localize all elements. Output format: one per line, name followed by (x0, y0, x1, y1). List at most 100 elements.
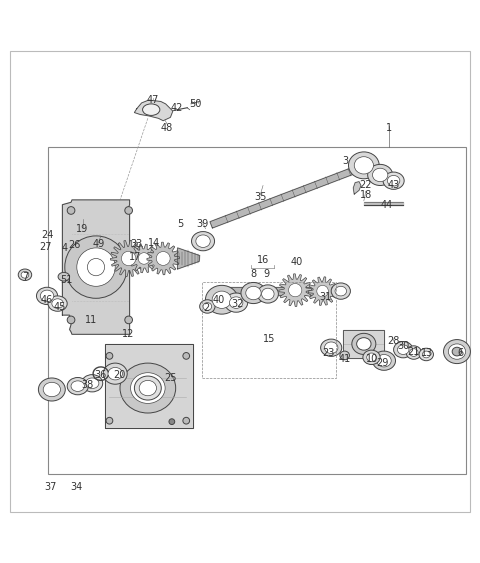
Ellipse shape (372, 168, 388, 182)
Text: 25: 25 (164, 373, 177, 383)
Ellipse shape (40, 290, 54, 302)
Ellipse shape (192, 231, 215, 251)
Polygon shape (214, 287, 346, 295)
Ellipse shape (143, 104, 160, 115)
Circle shape (138, 253, 150, 264)
Text: 49: 49 (92, 239, 105, 249)
Ellipse shape (212, 291, 231, 309)
Text: 30: 30 (397, 341, 409, 351)
Polygon shape (130, 244, 158, 272)
Text: 20: 20 (113, 370, 125, 380)
Text: 17: 17 (129, 252, 142, 262)
Ellipse shape (363, 350, 380, 364)
Ellipse shape (120, 363, 176, 413)
Ellipse shape (394, 342, 413, 358)
Ellipse shape (229, 297, 243, 309)
Ellipse shape (67, 207, 75, 215)
Ellipse shape (77, 248, 115, 287)
Ellipse shape (419, 348, 433, 361)
Ellipse shape (125, 207, 132, 215)
Ellipse shape (71, 381, 84, 391)
Ellipse shape (106, 352, 113, 359)
Ellipse shape (387, 176, 400, 186)
Text: 24: 24 (41, 230, 53, 240)
Circle shape (288, 284, 302, 297)
Polygon shape (147, 242, 180, 275)
Ellipse shape (183, 417, 190, 424)
Text: 32: 32 (231, 298, 244, 309)
Text: 42: 42 (170, 102, 183, 113)
Ellipse shape (196, 235, 210, 247)
Ellipse shape (368, 164, 393, 185)
Ellipse shape (125, 316, 132, 324)
Text: 51: 51 (60, 275, 72, 284)
Text: 4: 4 (62, 243, 68, 253)
Text: 31: 31 (319, 292, 332, 302)
Polygon shape (279, 274, 312, 306)
Ellipse shape (58, 272, 70, 281)
Ellipse shape (383, 172, 404, 189)
Ellipse shape (65, 236, 127, 298)
Text: 10: 10 (366, 354, 378, 364)
Text: 11: 11 (85, 315, 97, 325)
Ellipse shape (452, 347, 462, 356)
Ellipse shape (348, 152, 379, 179)
Ellipse shape (36, 287, 58, 305)
Ellipse shape (85, 378, 99, 388)
Text: 50: 50 (190, 99, 202, 109)
Ellipse shape (377, 355, 391, 367)
Ellipse shape (205, 285, 238, 314)
Text: 47: 47 (146, 95, 159, 105)
Text: 13: 13 (421, 348, 433, 359)
Text: 23: 23 (323, 347, 335, 358)
Text: 18: 18 (360, 190, 372, 200)
Circle shape (317, 285, 328, 297)
Ellipse shape (397, 345, 409, 355)
Ellipse shape (357, 338, 371, 350)
Text: 2: 2 (203, 303, 210, 313)
Ellipse shape (67, 316, 75, 324)
Text: 26: 26 (68, 240, 81, 250)
Ellipse shape (406, 346, 421, 359)
Text: 29: 29 (376, 358, 388, 368)
Circle shape (121, 251, 136, 266)
Polygon shape (308, 277, 337, 305)
Ellipse shape (225, 293, 248, 312)
Polygon shape (353, 182, 361, 194)
Ellipse shape (200, 300, 215, 313)
Text: 40: 40 (290, 257, 303, 267)
Text: 19: 19 (76, 224, 89, 234)
Text: 5: 5 (177, 219, 183, 229)
Text: 37: 37 (44, 482, 57, 492)
Ellipse shape (183, 352, 190, 359)
Ellipse shape (246, 287, 261, 300)
Ellipse shape (331, 283, 350, 300)
Text: 15: 15 (263, 334, 275, 344)
Ellipse shape (241, 283, 266, 303)
Ellipse shape (103, 363, 127, 384)
Polygon shape (105, 344, 193, 428)
Text: 38: 38 (81, 380, 94, 390)
Ellipse shape (422, 351, 430, 358)
Text: 7: 7 (22, 272, 28, 282)
Ellipse shape (106, 417, 113, 424)
Polygon shape (134, 100, 173, 120)
Text: 46: 46 (41, 295, 53, 305)
Text: 6: 6 (458, 348, 464, 359)
Ellipse shape (67, 378, 88, 395)
Text: 12: 12 (122, 329, 135, 339)
Ellipse shape (321, 339, 342, 356)
Text: 27: 27 (39, 242, 52, 252)
Polygon shape (210, 163, 366, 228)
Ellipse shape (18, 269, 32, 280)
Text: 35: 35 (254, 192, 266, 202)
Text: 28: 28 (387, 336, 400, 346)
Ellipse shape (21, 271, 29, 278)
Ellipse shape (367, 353, 376, 361)
Text: 36: 36 (95, 370, 107, 379)
Text: 3: 3 (343, 157, 348, 167)
Ellipse shape (134, 376, 161, 400)
Text: 34: 34 (71, 482, 83, 492)
Polygon shape (62, 200, 130, 334)
Text: 9: 9 (264, 269, 269, 279)
